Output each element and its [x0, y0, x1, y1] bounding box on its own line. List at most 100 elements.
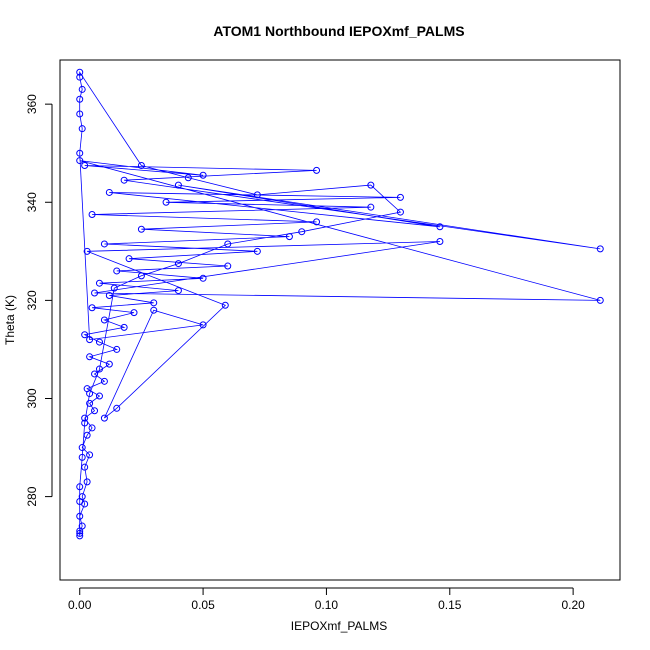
data-point [221, 301, 229, 309]
data-point [91, 370, 99, 378]
data-point [137, 225, 145, 233]
data-point [76, 73, 84, 81]
data-point [396, 208, 404, 216]
y-tick-label: 300 [25, 388, 39, 408]
data-point [224, 240, 232, 248]
x-tick-label: 0.20 [561, 598, 585, 612]
data-point [224, 262, 232, 270]
y-axis-label: Theta (K) [3, 295, 17, 345]
y-tick-label: 280 [25, 486, 39, 506]
series-layer [76, 68, 604, 540]
data-point [95, 338, 103, 346]
data-point [86, 353, 94, 361]
data-point [105, 291, 113, 299]
data-point [91, 289, 99, 297]
data-point [83, 478, 91, 486]
data-point [81, 414, 89, 422]
data-point [110, 284, 118, 292]
data-point [88, 424, 96, 432]
data-point [86, 399, 94, 407]
data-point [81, 419, 89, 427]
data-point [125, 255, 133, 263]
data-point [95, 392, 103, 400]
data-point [81, 161, 89, 169]
data-point [76, 157, 84, 165]
data-point [137, 272, 145, 280]
data-point [313, 166, 321, 174]
data-point [76, 483, 84, 491]
data-point [95, 279, 103, 287]
data-point [88, 211, 96, 219]
plot-frame [59, 59, 621, 581]
data-point [120, 176, 128, 184]
data-point [436, 238, 444, 246]
data-point [76, 529, 84, 537]
data-point [76, 68, 84, 76]
data-point [105, 360, 113, 368]
data-point [150, 299, 158, 307]
data-point [162, 198, 170, 206]
data-point [76, 532, 84, 540]
data-point [100, 414, 108, 422]
x-tick-label: 0.15 [438, 598, 462, 612]
data-point [76, 527, 84, 535]
data-point [174, 287, 182, 295]
x-tick-label: 0.10 [315, 598, 339, 612]
data-point [105, 188, 113, 196]
data-point [367, 181, 375, 189]
y-tick-label: 320 [25, 290, 39, 310]
data-point [137, 161, 145, 169]
x-tick-label: 0.00 [68, 598, 92, 612]
data-point [78, 444, 86, 452]
data-point [113, 404, 121, 412]
data-point [130, 309, 138, 317]
x-tick-label: 0.05 [191, 598, 215, 612]
data-point [596, 296, 604, 304]
data-point [199, 321, 207, 329]
data-point [184, 174, 192, 182]
data-point [100, 377, 108, 385]
data-point [76, 498, 84, 506]
data-point [367, 203, 375, 211]
chart-title: ATOM1 Northbound IEPOXmf_PALMS [213, 23, 464, 39]
data-point [120, 323, 128, 331]
y-axis: 280 300 320 340 360 [25, 94, 53, 507]
data-point [78, 125, 86, 133]
data-point [199, 274, 207, 282]
data-point [76, 95, 84, 103]
data-point [86, 390, 94, 398]
data-point [113, 345, 121, 353]
data-point [396, 193, 404, 201]
data-point [100, 316, 108, 324]
data-point [174, 260, 182, 268]
data-point [95, 365, 103, 373]
data-point [86, 336, 94, 344]
data-point [81, 463, 89, 471]
data-point [253, 191, 261, 199]
data-point [113, 267, 121, 275]
data-point [76, 110, 84, 118]
data-point [174, 181, 182, 189]
data-point [83, 247, 91, 255]
data-point [298, 228, 306, 236]
x-axis-label: IEPOXmf_PALMS [291, 619, 387, 633]
data-point [91, 407, 99, 415]
data-point [76, 149, 84, 157]
data-point [88, 304, 96, 312]
data-point [81, 331, 89, 339]
data-point [86, 451, 94, 459]
y-tick-label: 340 [25, 192, 39, 212]
data-point [253, 247, 261, 255]
series-line [79, 70, 601, 536]
data-point [150, 306, 158, 314]
data-point [596, 245, 604, 253]
y-tick-label: 360 [25, 94, 39, 114]
data-point [76, 512, 84, 520]
data-point [100, 240, 108, 248]
data-point [436, 223, 444, 231]
data-point [78, 453, 86, 461]
x-axis: 0.00 0.05 0.10 0.15 0.20 [68, 587, 585, 612]
data-point [313, 218, 321, 226]
data-point [199, 171, 207, 179]
